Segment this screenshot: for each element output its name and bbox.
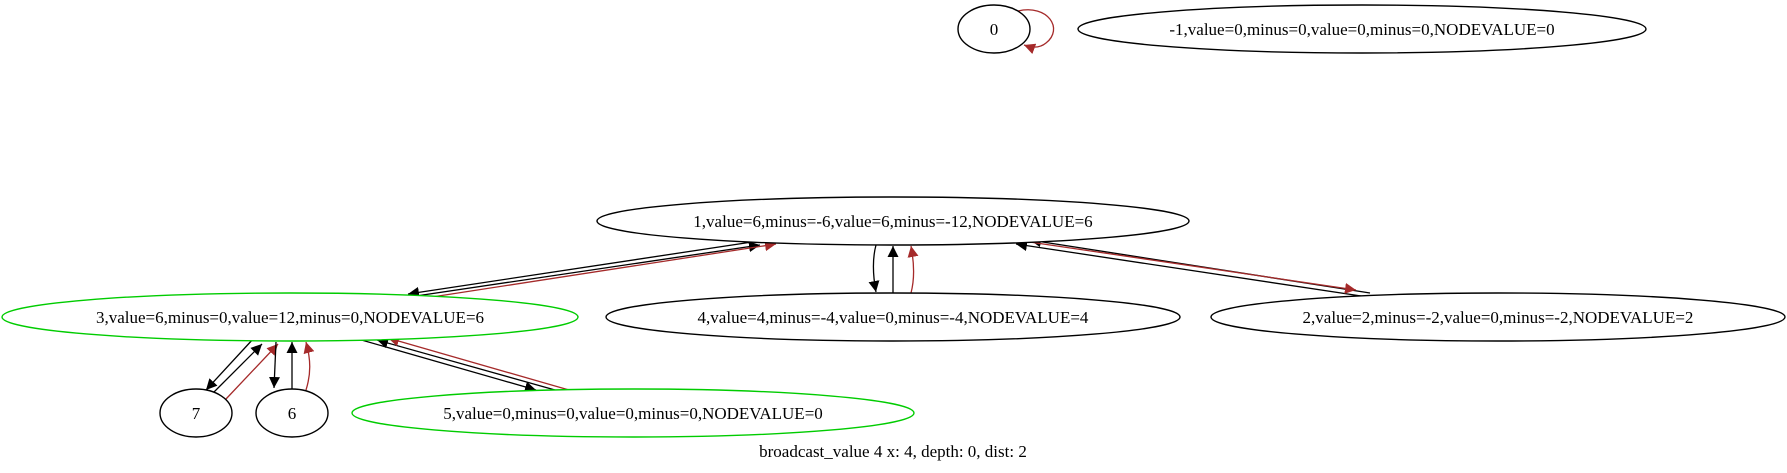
edge-6-to-3-highlight [303,341,315,391]
node-label-5: 5,value=0,minus=0,value=0,minus=0,NODEVA… [443,404,823,423]
edges-layer [205,9,1371,400]
graph-node-7: 7 [159,388,233,438]
node-ellipse-2 [1210,292,1786,342]
graph-node-2: 2,value=2,minus=-2,value=0,minus=-2,NODE… [1210,292,1786,342]
node-label-1: 1,value=6,minus=-6,value=6,minus=-12,NOD… [693,212,1092,231]
edge-1-to-2 [1015,240,1362,297]
edge-3-to-5 [357,338,537,393]
graph-node-0: 0 [957,4,1031,54]
graph-node-3: 3,value=6,minus=0,value=12,minus=0,NODEV… [1,292,579,342]
edge-3-to-7 [205,337,255,391]
node-ellipse--1 [1077,4,1647,54]
node-label-3: 3,value=6,minus=0,value=12,minus=0,NODEV… [96,308,484,327]
node-label--1: -1,value=0,minus=0,value=0,minus=0,NODEV… [1169,20,1554,39]
graph-node-1: 1,value=6,minus=-6,value=6,minus=-12,NOD… [596,196,1190,246]
graph-node--1: -1,value=0,minus=0,value=0,minus=0,NODEV… [1077,4,1647,54]
edge-3-to-1 [415,241,761,297]
edge-1-to-3 [407,241,753,298]
edge-5-to-3 [376,337,556,391]
node-ellipse-1 [596,196,1190,246]
node-label-2: 2,value=2,minus=-2,value=0,minus=-2,NODE… [1303,308,1694,327]
edge-3-to-1-highlight [431,240,777,298]
node-ellipse-6 [255,388,329,438]
edge-7-to-3-highlight [225,343,279,400]
node-ellipse-3 [1,292,579,342]
node-label-6: 6 [288,404,297,423]
edge-2-to-1-highlight [1015,239,1357,294]
graph-node-4: 4,value=4,minus=-4,value=0,minus=-4,NODE… [605,292,1181,342]
edge-5-to-3-highlight [387,335,570,391]
node-label-4: 4,value=4,minus=-4,value=0,minus=-4,NODE… [698,308,1089,327]
nodes-layer: 0 -1,value=0,minus=0,value=0,minus=0,NODE… [1,4,1786,438]
node-label-7: 7 [192,404,201,423]
edge-7-to-3 [209,343,263,397]
graph-caption: broadcast_value 4 x: 4, depth: 0, dist: … [759,442,1027,461]
graph-node-5: 5,value=0,minus=0,value=0,minus=0,NODEVA… [351,388,915,438]
node-ellipse-4 [605,292,1181,342]
edge-4-to-1-highlight [907,245,919,294]
node-ellipse-0 [957,4,1031,54]
graph-node-6: 6 [255,388,329,438]
node-ellipse-7 [159,388,233,438]
edge-0-to-0-highlight [1017,9,1055,55]
node-label-0: 0 [990,20,999,39]
edge-1-to-4 [868,244,880,293]
node-ellipse-5 [351,388,915,438]
edge-3-to-6 [268,341,280,389]
